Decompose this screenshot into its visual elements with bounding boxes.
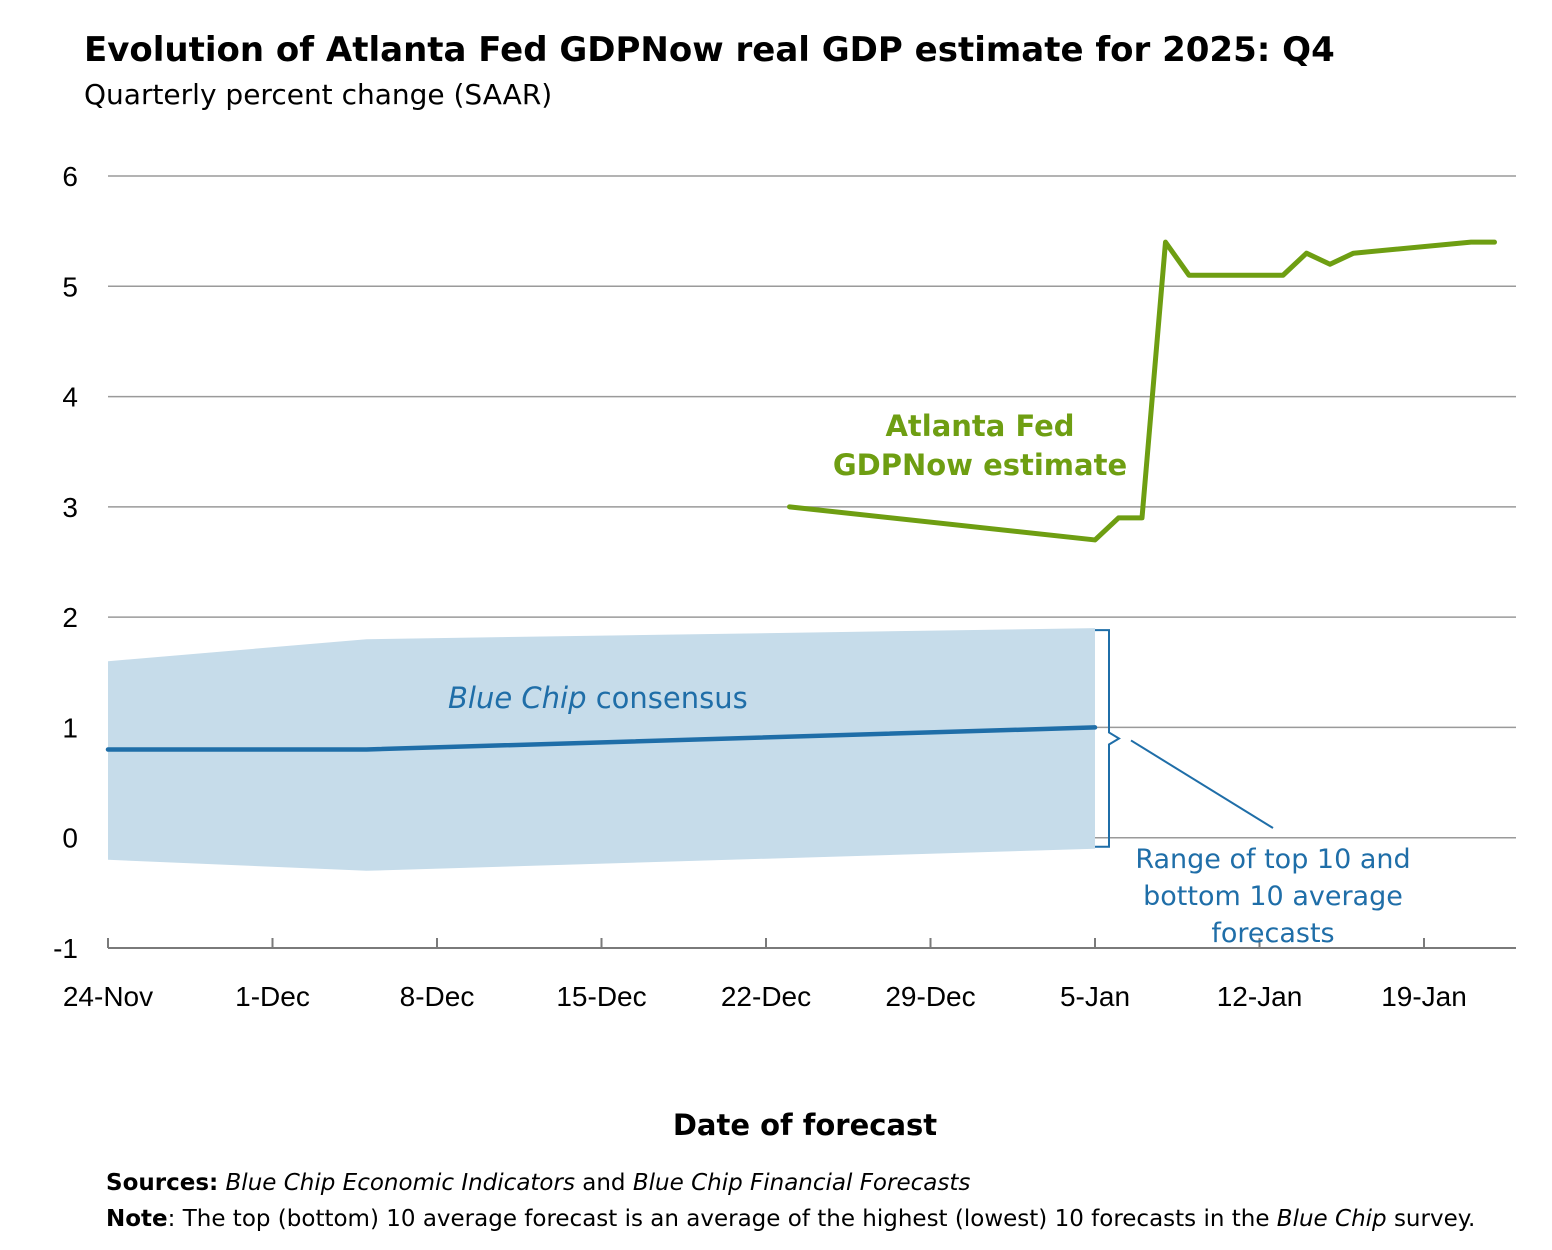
gdpnow-label-line2: GDPNow estimate (833, 448, 1127, 482)
sources-part1: Blue Chip Economic Indicators (225, 1170, 575, 1196)
y-tick-label: 2 (62, 602, 78, 633)
range-area (108, 628, 1095, 871)
sources-label: Sources: (106, 1170, 219, 1196)
x-tick-label: 29-Dec (885, 981, 975, 1012)
series-lines (105, 239, 1497, 752)
note-label: Note (106, 1206, 168, 1232)
bluechip-label-italic: Blue Chip (448, 681, 587, 715)
y-tick-label: 1 (62, 712, 78, 743)
bluechip-label: Blue Chip consensus (448, 681, 748, 715)
y-tick-label: 6 (62, 161, 78, 192)
x-tick-label: 22-Dec (721, 981, 811, 1012)
range-leader-line (1130, 739, 1274, 829)
x-tick-label: 24-Nov (63, 981, 153, 1012)
sources-part2: Blue Chip Financial Forecasts (632, 1170, 971, 1196)
note-italic: Blue Chip (1276, 1206, 1387, 1232)
x-tick-label: 5-Jan (1060, 981, 1130, 1012)
note-footnote: Note: The top (bottom) 10 average foreca… (106, 1206, 1475, 1232)
note-text: : The top (bottom) 10 average forecast i… (167, 1206, 1277, 1232)
range-bracket (1095, 629, 1121, 848)
x-axis-label: Date of forecast (672, 1108, 938, 1142)
annotations: Atlanta Fed GDPNow estimate Blue Chip co… (448, 409, 1411, 949)
x-tick-label: 8-Dec (400, 981, 475, 1012)
y-tick-label: 3 (62, 492, 78, 523)
y-tick-label: 0 (62, 823, 78, 854)
sources-footnote: Sources: Blue Chip Economic Indicators a… (106, 1170, 970, 1196)
y-axis-ticks: 6 5 4 3 2 1 0 -1 (53, 161, 78, 964)
x-tick-label: 12-Jan (1217, 981, 1303, 1012)
chart-subtitle: Quarterly percent change (SAAR) (84, 78, 553, 111)
bluechip-label-rest: consensus (587, 681, 748, 715)
range-label-line2: bottom 10 average (1143, 881, 1403, 912)
x-axis (107, 938, 1516, 949)
range-label-line3: forecasts (1211, 918, 1334, 949)
gdpnow-line (787, 239, 1497, 543)
y-tick-label: 5 (62, 271, 78, 302)
note-end: survey. (1386, 1206, 1476, 1232)
x-tick-label: 15-Dec (556, 981, 646, 1012)
bluechip-consensus-line (105, 725, 1098, 752)
gdp-chart: 6 5 4 3 2 1 0 -1 24-Nov 1-Dec 8-Dec 15-Dec 22-Dec 29… (53, 161, 1516, 1012)
y-tick-label: 4 (62, 382, 78, 413)
range-label-line1: Range of top 10 and (1135, 844, 1410, 875)
chart-title: Evolution of Atlanta Fed GDPNow real GDP… (84, 30, 1335, 70)
sources-and: and (574, 1170, 633, 1196)
range-band (108, 628, 1095, 871)
y-tick-label: -1 (53, 933, 78, 964)
x-axis-ticks: 24-Nov 1-Dec 8-Dec 15-Dec 22-Dec 29-Dec 5-Jan 1… (63, 981, 1467, 1012)
x-tick-label: 19-Jan (1381, 981, 1467, 1012)
gdpnow-label-line1: Atlanta Fed (885, 409, 1074, 443)
x-tick-label: 1-Dec (235, 981, 310, 1012)
